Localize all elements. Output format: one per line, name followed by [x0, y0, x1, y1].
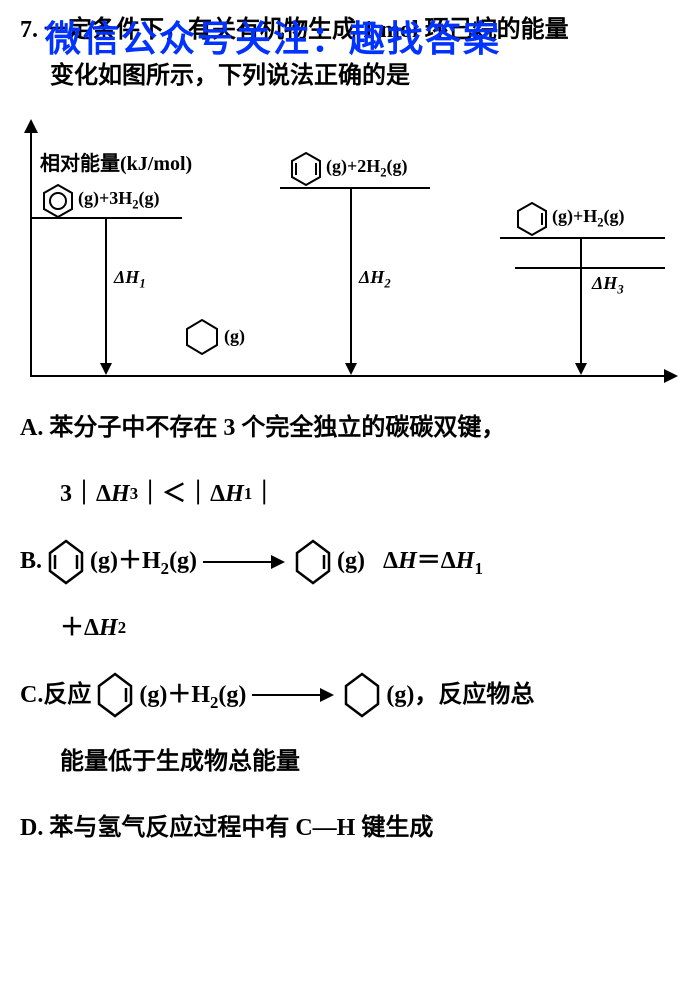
option-a-prefix: A. — [20, 402, 43, 455]
dh3-line — [515, 267, 665, 269]
option-d-text: 苯与氢气反应过程中有 C—H 键生成 — [49, 802, 433, 855]
y-axis-label: 相对能量(kJ/mol) — [40, 147, 192, 176]
level1-label: (g)+3H2(g) — [78, 188, 160, 213]
option-a-line1: 苯分子中不存在 3 个完全独立的碳碳双键， — [49, 402, 505, 455]
question-number: 7. — [20, 17, 38, 43]
benzene-icon — [40, 183, 76, 219]
cyclohexene-icon — [291, 537, 335, 587]
option-c-line2: 能量低于生成物总能量 — [20, 736, 680, 789]
cyclohexane-icon — [182, 317, 222, 357]
option-c-prod: (g)，反应物总 — [386, 669, 534, 722]
x-axis-arrow-icon — [664, 369, 678, 383]
option-c: C. 反应 (g)＋H2(g) (g)，反应物总 — [20, 669, 680, 722]
level2-line — [280, 187, 430, 189]
watermark-text: 微信公众号关注：趣找答案 — [45, 10, 501, 62]
dh2-label: ΔH2 — [359, 267, 391, 292]
y-axis — [30, 127, 32, 377]
option-b-prod: (g) — [337, 535, 365, 588]
level1-species: (g)+3H2(g) — [38, 183, 160, 219]
arrow-dh2 — [350, 189, 352, 373]
x-axis — [30, 375, 670, 377]
level3-label: (g)+H2(g) — [552, 206, 625, 231]
cyclohexene-icon — [93, 670, 137, 720]
reaction-arrow-icon — [252, 694, 332, 696]
option-b-line2: ＋ΔH2 — [20, 602, 680, 655]
option-b-tail: ΔH＝ΔH1 — [383, 535, 483, 588]
product-label: (g) — [224, 326, 245, 347]
product-species: (g) — [180, 317, 245, 357]
energy-diagram: 相对能量(kJ/mol) (g)+3H2(g) ΔH1 (g)+2H2(g) Δ… — [20, 107, 680, 387]
option-c-mid: (g)＋H2(g) — [139, 669, 246, 722]
dh1-label: ΔH1 — [114, 267, 146, 292]
cyclohexadiene-icon — [288, 151, 324, 187]
option-b-mid: (g)＋H2(g) — [90, 535, 197, 588]
arrow-dh3 — [580, 239, 582, 373]
option-d: D. 苯与氢气反应过程中有 C—H 键生成 — [20, 802, 680, 855]
level3-line — [500, 237, 665, 239]
reaction-arrow-icon — [203, 561, 283, 563]
option-b-prefix: B. — [20, 535, 42, 588]
level2-label: (g)+2H2(g) — [326, 156, 408, 181]
cyclohexane-icon — [340, 670, 384, 720]
option-a: A. 苯分子中不存在 3 个完全独立的碳碳双键， — [20, 402, 680, 455]
arrow-dh1 — [105, 219, 107, 373]
option-d-prefix: D. — [20, 802, 43, 855]
level2-species: (g)+2H2(g) — [286, 151, 408, 187]
y-axis-arrow-icon — [24, 119, 38, 133]
option-a-line2: 3｜ΔH3｜＜｜ΔH1｜ — [20, 468, 680, 521]
cyclohexadiene-icon — [44, 537, 88, 587]
dh3-label: ΔH3 — [592, 273, 624, 298]
option-c-prefix: C. — [20, 669, 43, 722]
option-b: B. (g)＋H2(g) (g) ΔH＝ΔH1 — [20, 535, 680, 588]
level3-species: (g)+H2(g) — [512, 201, 625, 237]
cyclohexene-icon — [514, 201, 550, 237]
option-c-pre: 反应 — [43, 669, 91, 722]
